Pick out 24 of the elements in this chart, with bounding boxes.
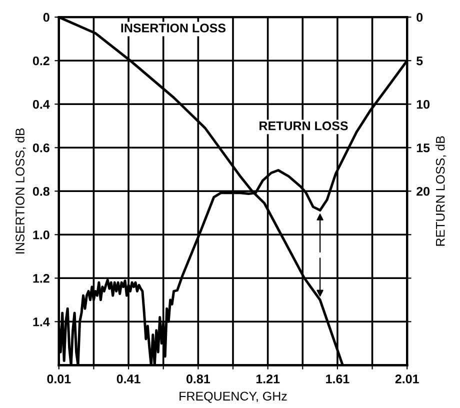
x-tick-label: 1.21 <box>256 374 280 384</box>
x-axis-title: FREQUENCY, GHz <box>180 392 287 403</box>
y2-tick-label: 10 <box>416 100 430 109</box>
y2-axis-title: RETURN LOSS, dB <box>436 136 446 246</box>
y2-tick-label: 15 <box>416 144 430 152</box>
y-tick-label: 1.4 <box>33 318 50 326</box>
y-tick-label: 0.8 <box>32 186 50 196</box>
y-tick-label: 0.2 <box>32 56 50 66</box>
series-label: RETURN LOSS <box>260 121 348 130</box>
x-tick-label: 2.01 <box>395 374 419 384</box>
x-tick-label: 0.81 <box>186 374 210 384</box>
y-tick-label: 1.2 <box>33 274 50 283</box>
y2-tick-label: 0 <box>416 12 423 22</box>
y-tick-label: 0.6 <box>32 143 50 152</box>
y2-tick-label: 20 <box>416 186 430 196</box>
y-tick-label: 0 <box>43 12 50 22</box>
x-tick-label: 0.41 <box>116 374 140 384</box>
y-axis-title: INSERTION LOSS, dB <box>15 128 26 254</box>
series-label: INSERTION LOSS <box>121 24 226 32</box>
x-tick-label: 1.61 <box>326 374 350 384</box>
y-tick-label: 0.4 <box>32 100 50 109</box>
y2-tick-label: 5 <box>416 56 423 66</box>
y-tick-label: 1.0 <box>33 230 50 240</box>
x-tick-label: 0.01 <box>47 374 71 384</box>
